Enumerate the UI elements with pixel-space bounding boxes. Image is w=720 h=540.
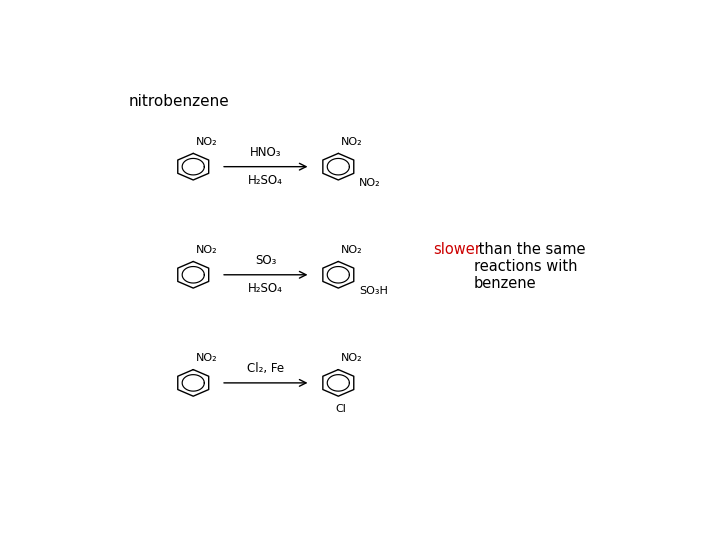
- Text: NO₂: NO₂: [341, 137, 362, 147]
- Text: NO₂: NO₂: [195, 245, 217, 255]
- Text: NO₂: NO₂: [359, 178, 381, 188]
- Text: H₂SO₄: H₂SO₄: [248, 174, 283, 187]
- Text: SO₃H: SO₃H: [359, 286, 388, 296]
- Text: slower: slower: [433, 241, 481, 256]
- Text: H₂SO₄: H₂SO₄: [248, 282, 283, 295]
- Text: Cl: Cl: [335, 404, 346, 414]
- Text: than the same
reactions with
benzene: than the same reactions with benzene: [474, 241, 585, 291]
- Text: Cl₂, Fe: Cl₂, Fe: [247, 362, 284, 375]
- Text: HNO₃: HNO₃: [250, 146, 282, 159]
- Text: nitrobenzene: nitrobenzene: [129, 94, 230, 109]
- Text: SO₃: SO₃: [255, 254, 276, 267]
- Text: NO₂: NO₂: [341, 245, 362, 255]
- Text: NO₂: NO₂: [195, 137, 217, 147]
- Text: NO₂: NO₂: [195, 353, 217, 363]
- Text: NO₂: NO₂: [341, 353, 362, 363]
